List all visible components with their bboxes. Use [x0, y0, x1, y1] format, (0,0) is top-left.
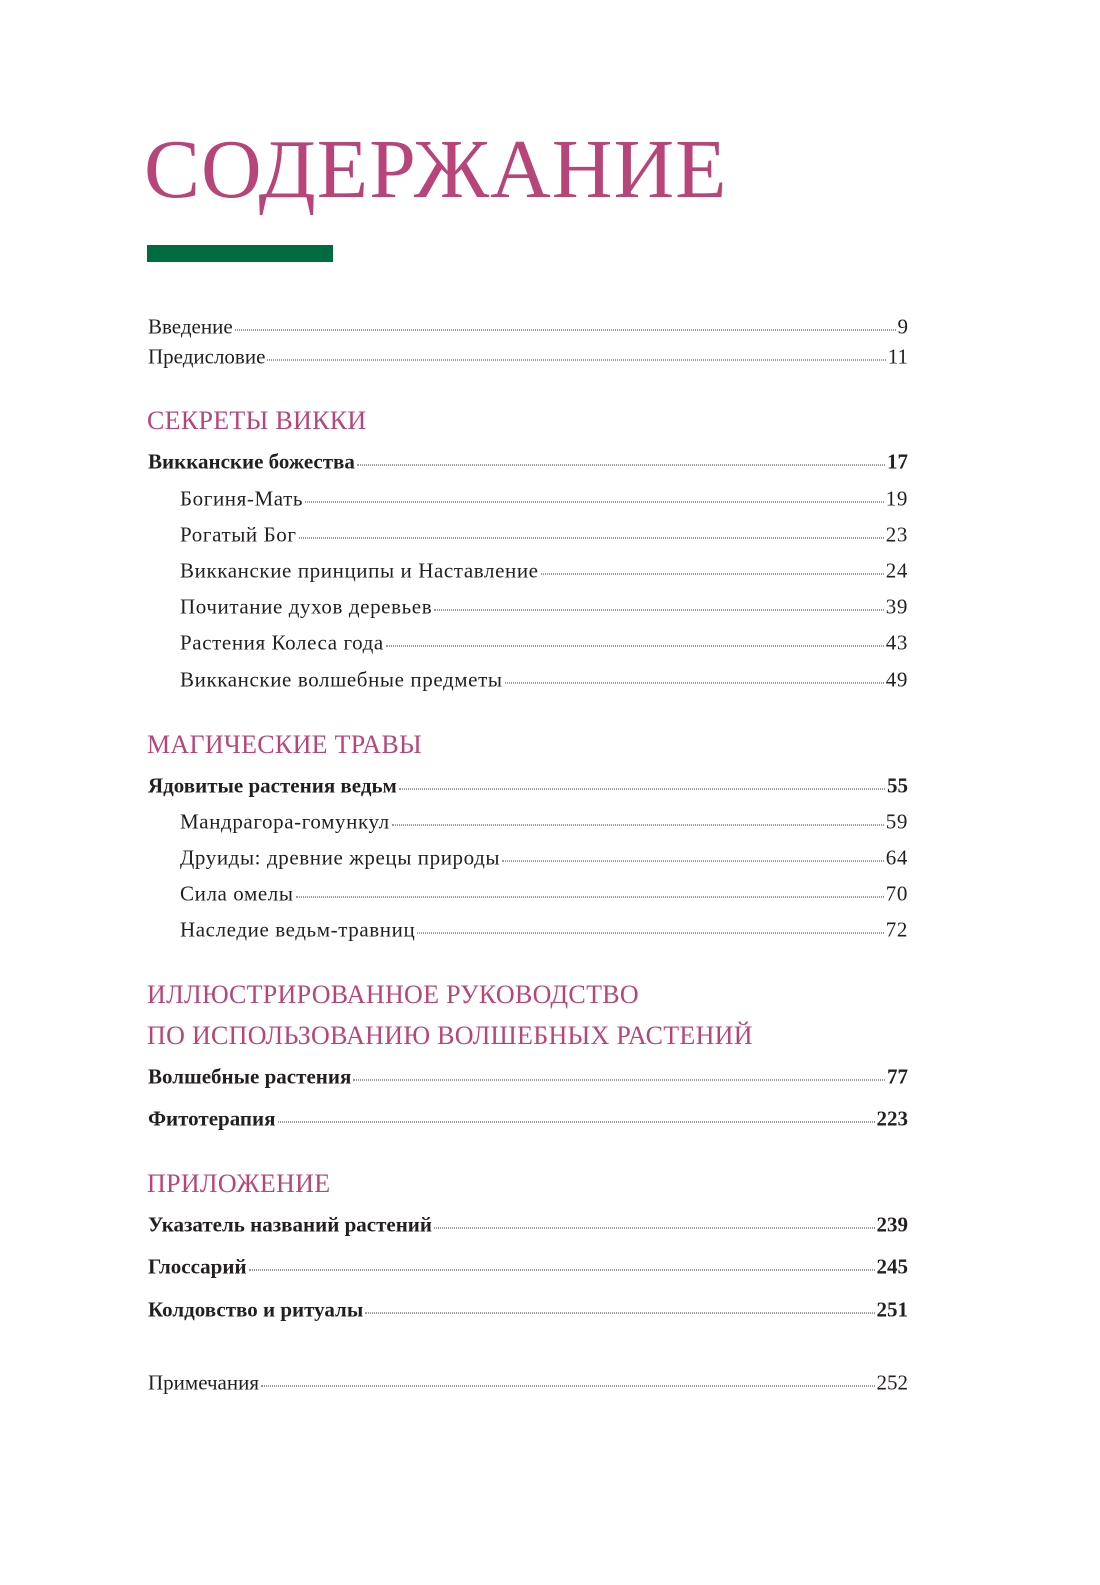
dot-leader [502, 860, 884, 862]
toc-chapter[interactable]: Фитотерапия 223 [148, 1106, 909, 1131]
entry-page: 23 [885, 522, 908, 547]
dot-leader [504, 682, 884, 684]
entry-label: Наследие ведьм-травниц [180, 917, 416, 942]
entry-page: 72 [885, 917, 908, 942]
toc-entry[interactable]: Наследие ведьм-травниц 72 [180, 917, 908, 942]
section-heading: СЕКРЕТЫ ВИККИ [147, 406, 367, 435]
toc-entry[interactable]: Мандрагора-гомункул 59 [180, 809, 908, 834]
entry-page: 70 [885, 881, 908, 906]
toc-chapter[interactable]: Указатель названий растений 239 [148, 1212, 909, 1237]
entry-label: Викканские волшебные предметы [180, 667, 503, 692]
entry-label: Рогатый Бог [180, 522, 297, 547]
entry-page: 223 [876, 1106, 909, 1131]
entry-page: 17 [887, 449, 908, 474]
toc-entry[interactable]: Примечания 252 [148, 1370, 909, 1395]
entry-page: 43 [885, 630, 908, 655]
dot-leader [434, 609, 884, 611]
entry-label: Викканские принципы и Наставление [180, 558, 539, 583]
entry-label: Богиня-Мать [180, 486, 304, 511]
entry-label: Сила омелы [180, 881, 294, 906]
toc-entry[interactable]: Викканские волшебные предметы 49 [180, 667, 908, 692]
toc-chapter[interactable]: Волшебные растения 77 [148, 1064, 908, 1089]
dot-leader [305, 501, 884, 503]
entry-label: Примечания [148, 1370, 260, 1395]
entry-page: 19 [885, 486, 908, 511]
dot-leader [434, 1227, 875, 1229]
toc-chapter[interactable]: Ядовитые растения ведьм 55 [148, 773, 908, 798]
entry-label: Почитание духов деревьев [180, 594, 433, 619]
dot-leader [356, 464, 885, 466]
toc-entry[interactable]: Почитание духов деревьев 39 [180, 594, 908, 619]
entry-page: 64 [885, 845, 908, 870]
entry-page: 59 [885, 809, 908, 834]
entry-label: Предисловие [148, 344, 266, 369]
toc-entry[interactable]: Предисловие 11 [148, 344, 908, 369]
entry-page: 77 [887, 1064, 908, 1089]
dot-leader [385, 645, 884, 647]
dot-leader [277, 1121, 875, 1123]
entry-label: Викканские божества [148, 449, 355, 474]
entry-page: 245 [876, 1254, 909, 1279]
entry-label: Глоссарий [148, 1254, 247, 1279]
toc-entry[interactable]: Рогатый Бог 23 [180, 522, 908, 547]
dot-leader [261, 1385, 875, 1387]
entry-label: Указатель названий растений [148, 1212, 433, 1237]
entry-label: Введение [148, 314, 233, 339]
toc-entry[interactable]: Друиды: древние жрецы природы 64 [180, 845, 908, 870]
toc-entry[interactable]: Богиня-Мать 19 [180, 486, 908, 511]
section-heading: ИЛЛЮСТРИРОВАННОЕ РУКОВОДСТВО [147, 980, 639, 1009]
entry-page: 9 [897, 314, 909, 339]
toc-entry[interactable]: Сила омелы 70 [180, 881, 908, 906]
entry-page: 39 [885, 594, 908, 619]
toc-entry[interactable]: Введение 9 [148, 314, 909, 339]
entry-page: 49 [885, 667, 908, 692]
toc-entry[interactable]: Викканские принципы и Наставление 24 [180, 558, 908, 583]
entry-page: 24 [885, 558, 908, 583]
dot-leader [295, 896, 884, 898]
entry-page: 55 [887, 773, 908, 798]
dot-leader [398, 788, 885, 790]
dot-leader [353, 1079, 885, 1081]
entry-page: 252 [876, 1370, 909, 1395]
dot-leader [540, 573, 884, 575]
entry-page: 251 [876, 1297, 909, 1322]
entry-label: Мандрагора-гомункул [180, 809, 390, 834]
entry-label: Волшебные растения [148, 1064, 352, 1089]
entry-page: 239 [876, 1212, 909, 1237]
dot-leader [298, 537, 884, 539]
toc-entry[interactable]: Растения Колеса года 43 [180, 630, 908, 655]
toc-chapter[interactable]: Глоссарий 245 [148, 1254, 909, 1279]
dot-leader [391, 824, 884, 826]
dot-leader [267, 359, 886, 361]
entry-label: Ядовитые растения ведьм [148, 773, 397, 798]
entry-label: Фитотерапия [148, 1106, 276, 1131]
accent-bar [147, 245, 333, 262]
section-heading: ПРИЛОЖЕНИЕ [147, 1169, 331, 1198]
entry-page: 11 [887, 344, 908, 369]
entry-label: Друиды: древние жрецы природы [180, 845, 501, 870]
dot-leader [365, 1312, 875, 1314]
page-title: СОДЕРЖАНИЕ [144, 123, 728, 216]
toc-chapter[interactable]: Колдовство и ритуалы 251 [148, 1297, 909, 1322]
entry-label: Растения Колеса года [180, 630, 384, 655]
dot-leader [248, 1269, 875, 1271]
section-heading: МАГИЧЕСКИЕ ТРАВЫ [147, 730, 422, 759]
dot-leader [417, 932, 884, 934]
toc-chapter[interactable]: Викканские божества 17 [148, 449, 908, 474]
section-heading-line2: ПО ИСПОЛЬЗОВАНИЮ ВОЛШЕБНЫХ РАСТЕНИЙ [147, 1021, 753, 1050]
dot-leader [234, 329, 896, 331]
entry-label: Колдовство и ритуалы [148, 1297, 364, 1322]
